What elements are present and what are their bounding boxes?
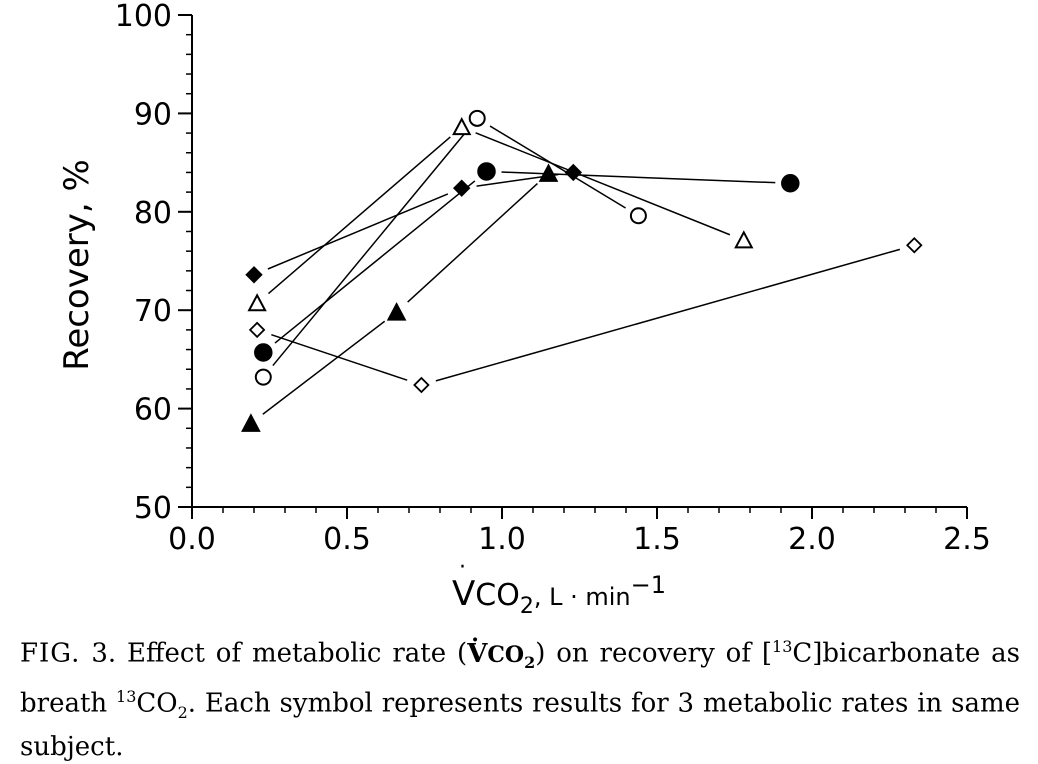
x-tick-label: 2.5	[943, 522, 991, 557]
caption-vco2-v: V ·	[467, 627, 487, 669]
open-diamond-marker	[248, 321, 266, 339]
vdot-icon: ·	[459, 555, 466, 580]
chart: 50 60 70 80 90 100 0.0 0.5 1.0 1.5 2.0 2.5 Recover…	[57, 0, 991, 619]
caption-sup-13a: 13	[772, 637, 793, 656]
filled-diamond-marker	[245, 266, 263, 284]
series-line-segment	[271, 333, 408, 381]
svg-text:VCO2, L · min−1: VCO2, L · min−1	[452, 571, 666, 619]
open-circle-marker	[468, 109, 486, 127]
x-tick-label: 2.0	[788, 522, 836, 557]
axes	[191, 15, 967, 508]
x-axis-title: VCO2, L · min−1 ·	[452, 555, 666, 619]
caption-text-c: C]bicarbonate as breath	[20, 638, 1020, 719]
filled-triangle-marker	[241, 413, 261, 432]
series-line-segment	[267, 136, 451, 295]
series-line-segment	[489, 125, 626, 209]
caption-vco2-dot: ·	[471, 626, 479, 653]
filled-circle-marker	[477, 162, 496, 181]
open-circle-marker	[254, 368, 272, 386]
x-axis-title-unit: , L · min	[534, 583, 631, 611]
filled-triangle-marker	[386, 302, 407, 321]
filled-circle-marker	[254, 343, 273, 362]
caption-vco2: V · CO2	[467, 627, 535, 672]
caption-co2-sub: 2	[177, 702, 188, 722]
y-tick-label: 80	[134, 196, 172, 231]
series-line-segment	[407, 182, 538, 303]
y-tick-label: 70	[134, 294, 172, 329]
x-axis-title-co: CO	[475, 578, 520, 613]
caption-fig-number: 3.	[91, 638, 117, 669]
open-triangle-marker	[247, 293, 267, 312]
x-axis-title-sub: 2	[520, 594, 534, 619]
x-ticks: 0.0 0.5 1.0 1.5 2.0 2.5	[168, 507, 991, 557]
series-line-segment	[435, 248, 901, 382]
figure-caption: FIG. 3. Effect of metabolic rate (V · CO2)…	[20, 627, 1021, 764]
series-line-segment	[274, 180, 476, 344]
y-ticks: 50 60 70 80 90 100	[115, 0, 192, 526]
y-tick-label: 90	[134, 97, 172, 132]
series-line-segment	[267, 193, 449, 270]
y-axis-title: Recovery, %	[57, 159, 97, 371]
y-tick-label: 60	[134, 393, 172, 428]
caption-text-b: ) on recovery of [	[535, 638, 773, 669]
filled-triangle-marker	[538, 163, 559, 182]
series-line-segment	[272, 129, 469, 367]
caption-text-rest: . Each symbol represents results for 3 m…	[20, 688, 1021, 762]
open-diamond-marker	[413, 376, 430, 394]
filled-circle-marker	[781, 174, 800, 193]
filled-diamond-marker	[452, 179, 471, 197]
series-markers	[241, 109, 923, 432]
x-tick-label: 1.0	[478, 522, 526, 557]
open-circle-marker	[629, 207, 647, 225]
y-tick-label: 100	[115, 0, 172, 34]
x-axis-title-v: V	[452, 574, 475, 614]
open-triangle-marker	[452, 117, 472, 136]
filled-diamond-marker	[564, 163, 583, 182]
series-lines	[262, 125, 901, 415]
x-axis-title-exp: −1	[631, 571, 666, 599]
caption-fig-label: FIG.	[20, 638, 81, 669]
x-tick-label: 1.5	[633, 522, 681, 557]
x-tick-label: 0.0	[168, 522, 216, 557]
caption-sup-13b: 13	[116, 686, 137, 706]
y-tick-label: 50	[134, 491, 172, 526]
series-line-segment	[475, 132, 731, 236]
series-line-segment	[262, 320, 386, 415]
caption-text-a: Effect of metabolic rate (	[127, 638, 468, 669]
open-diamond-marker	[906, 236, 923, 254]
x-tick-label: 0.5	[323, 522, 371, 557]
caption-co2: CO	[136, 688, 178, 719]
open-triangle-marker	[734, 230, 754, 249]
